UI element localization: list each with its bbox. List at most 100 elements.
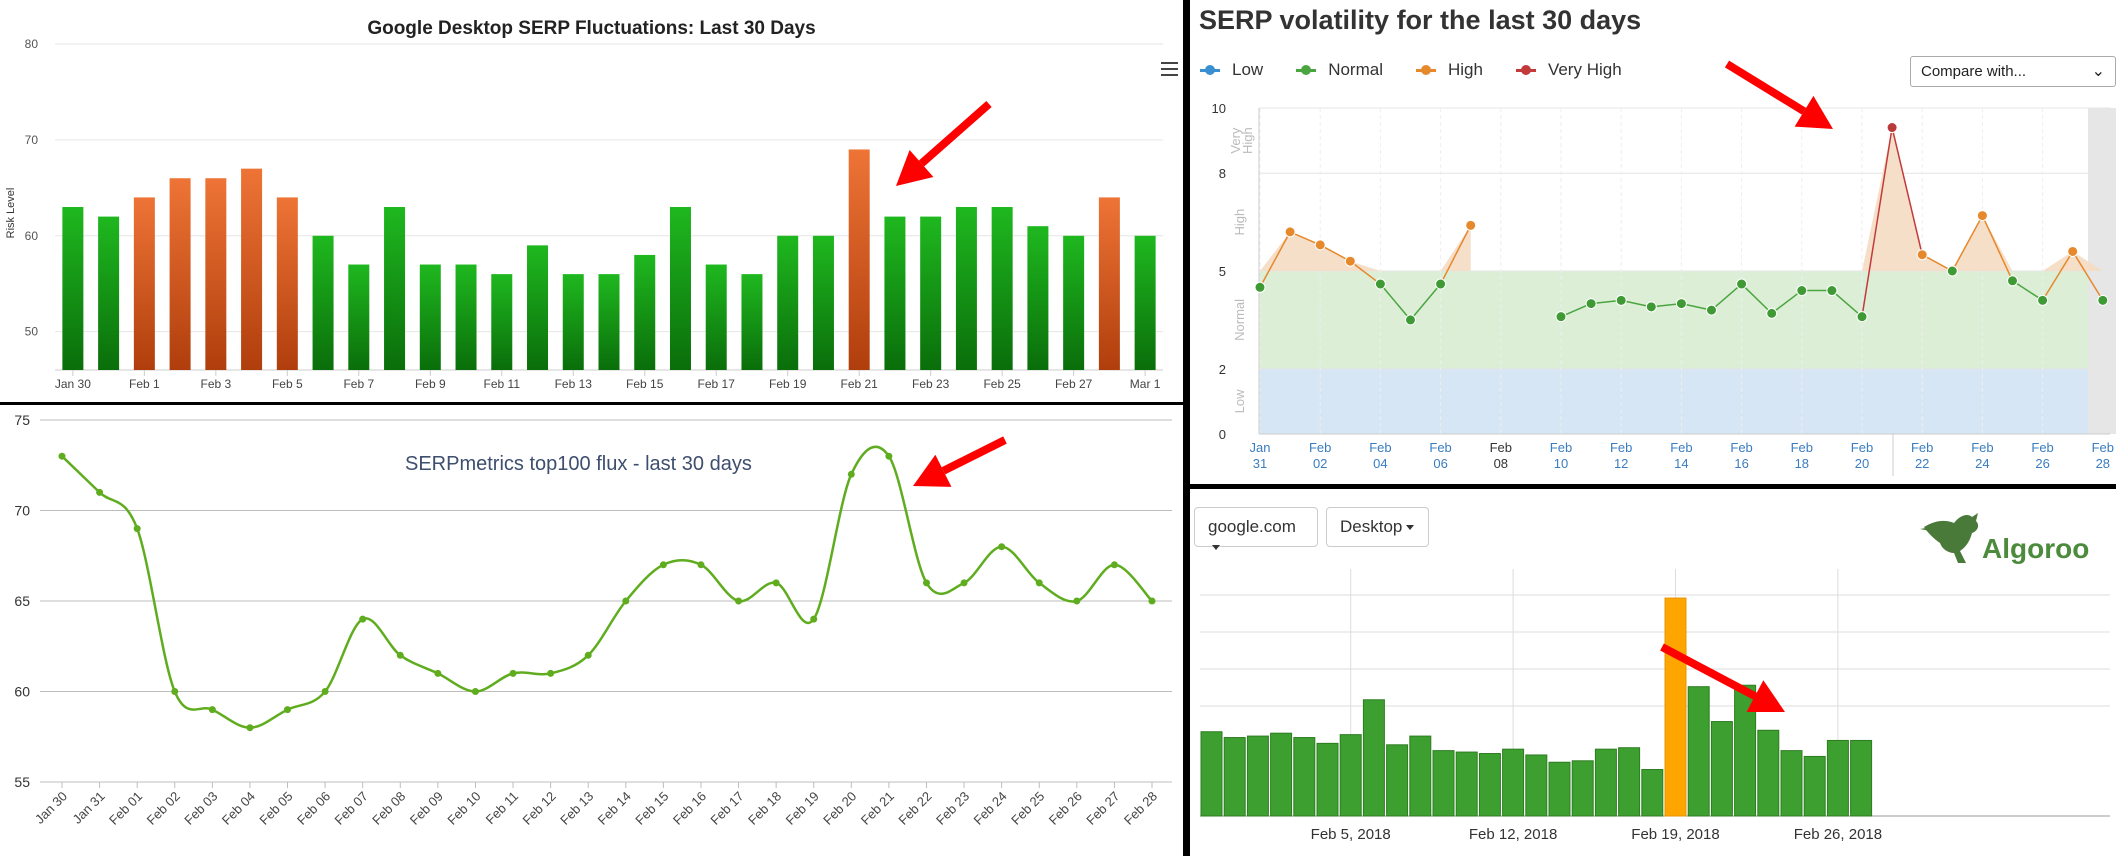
x-tick-label: Feb [1550,440,1572,455]
y-tick-label: 10 [1212,101,1226,116]
point-feb-23 [960,579,968,587]
x-tick-label: Feb 24 [971,789,1010,828]
point-feb-07 [359,615,367,623]
x-tick-label: Feb [1309,440,1331,455]
x-tick-label: Feb [1490,440,1512,455]
y-tick-label: 5 [1219,264,1226,279]
point-feb-18 [772,579,780,587]
x-tick-label: 28 [2096,456,2110,471]
series-line-segment [1771,289,1803,314]
bar-feb-14 [598,274,620,370]
point-feb-12 [1615,294,1627,306]
x-tick-label: Feb 12 [520,789,559,828]
point-feb-25 [2007,275,2018,287]
series-line-segment [1711,283,1743,311]
point-feb-04 [246,724,254,732]
x-tick-label: Feb 13 [557,789,596,828]
point-feb-17 [735,597,743,605]
bar-jan-31 [98,216,120,370]
point-feb-21 [1886,122,1898,134]
bar-feb-13 [1525,754,1548,817]
point-feb-3 [1344,255,1356,267]
bar-feb-16 [1594,748,1617,817]
x-tick-label: Feb 17 [707,789,746,828]
bar-feb-16 [669,207,691,370]
legend-label: Very High [1547,60,1622,79]
series-line-segment [2072,251,2104,301]
bar-feb-19 [1664,597,1687,817]
x-tick-label: Feb 08 [369,789,408,828]
chart-title: SERPmetrics top100 flux - last 30 days [405,453,752,475]
x-tick-label: Feb 19 [769,377,807,391]
point-feb-11 [1585,298,1597,310]
x-tick-label: Feb 15 [632,789,671,828]
x-tick-label: Feb 19, 2018 [1631,826,1719,843]
point-feb-13 [584,651,592,659]
x-tick-label: Feb 01 [106,789,145,828]
band-label: High [1232,209,1247,236]
x-tick-label: 22 [1915,456,1929,471]
legend: Low Normal High Very High [1200,60,1655,80]
x-tick-label: Feb [1851,440,1873,455]
x-tick-label: Jan 30 [32,789,70,827]
legend-item-normal[interactable]: Normal [1296,60,1383,80]
legend-marker [1200,64,1220,75]
point-feb-01 [133,525,141,533]
point-feb-23 [1946,265,1958,277]
x-tick-label: Feb [1670,440,1692,455]
band-label: Low [1232,389,1247,413]
legend-marker [1415,64,1436,75]
point-feb-20 [847,470,855,478]
bar-feb-9 [419,264,441,370]
device-dropdown[interactable]: Desktop [1326,507,1429,547]
x-tick-label: Feb [1911,440,1933,455]
domain-value: google.com [1208,517,1296,536]
point-feb-27 [1110,561,1118,569]
bar-feb-9 [1432,750,1455,817]
algoroo-chart: Feb 5, 2018 Feb 12, 2018 Feb 19, 2018 Feb 2… [1200,569,2110,843]
x-tick-label: Feb 04 [219,789,258,828]
point-feb-26 [2037,294,2049,306]
bar-feb-8 [1409,735,1432,817]
legend-label: Low [1232,60,1264,79]
bar-feb-3 [1293,737,1316,817]
point-feb-24 [1976,210,1988,222]
bar-feb-26 [1027,226,1049,370]
y-tick-label: 0 [1219,427,1226,442]
hamburger-menu-icon[interactable] [1161,62,1178,77]
point-feb-08 [396,651,404,659]
x-tick-label: Feb 13 [555,377,593,391]
x-tick-label: Feb 05 [256,789,295,828]
point-feb-14 [1675,298,1687,310]
bar-feb-27 [1850,739,1873,817]
bar-feb-27 [1063,235,1085,370]
x-tick-label: Feb 5 [272,377,303,391]
legend-label: Normal [1328,60,1383,79]
bar-feb-1 [133,197,155,370]
point-feb-14 [622,597,630,605]
series-line-segment [1741,283,1773,314]
bar-feb-11 [491,274,513,370]
chart-title: Google Desktop SERP Fluctuations: Last 3… [367,18,816,39]
legend-item-very-high[interactable]: Very High [1515,60,1622,80]
x-tick-label: Feb [2031,440,2053,455]
legend-item-low[interactable]: Low [1200,60,1263,80]
bar-feb-1 [1246,735,1269,817]
legend-item-high[interactable]: High [1415,60,1483,80]
bar-feb-11 [1478,753,1501,817]
bar-feb-6 [1362,699,1385,817]
domain-dropdown[interactable]: google.com [1194,507,1318,551]
point-jan-31 [1254,281,1266,293]
algoroo-panel: google.com Desktop Algoroo Feb 5, 2018 Fe… [1190,489,2116,856]
flux-line [61,445,1153,729]
bar-feb-22 [1734,684,1757,817]
point-jan-31 [96,488,104,496]
band-label: High [1240,127,1255,154]
bar-feb-23 [920,216,942,370]
point-feb-15 [659,561,667,569]
x-tick-label: Mar 1 [1130,377,1161,391]
point-feb-16 [697,561,705,569]
series-line-segment [1981,215,2014,282]
y-tick-label: 8 [1219,166,1226,181]
